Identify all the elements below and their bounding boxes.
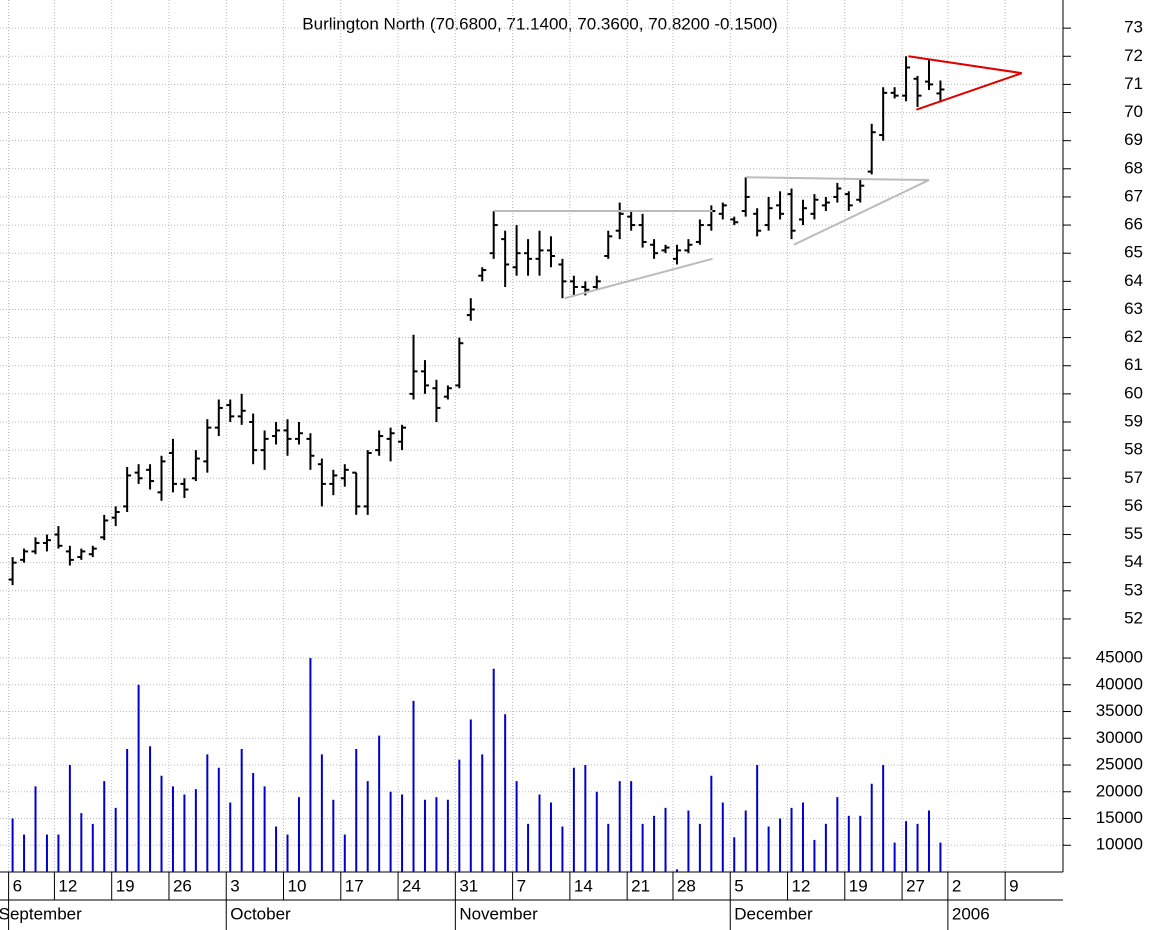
x-tick-label: 3 [230,876,239,895]
month-label: September [0,904,82,923]
y-tick-label: 71 [1124,74,1143,93]
y-tick-label: 55 [1124,524,1143,543]
month-label: December [734,904,813,923]
y-tick-label: 67 [1124,186,1143,205]
y-tick-label: 68 [1124,158,1143,177]
trendline [564,257,713,300]
y-tick-label: 53 [1124,580,1143,599]
x-tick-label: 31 [459,876,478,895]
y-tick-label: 56 [1124,496,1143,515]
y-tick-label: 58 [1124,440,1143,459]
y2-tick-label: 15000 [1096,808,1143,827]
trendline [908,55,1022,75]
x-tick-label: 19 [849,876,868,895]
y-tick-label: 65 [1124,243,1143,262]
y-tick-label: 69 [1124,130,1143,149]
trendline [745,176,929,182]
month-label: November [459,904,538,923]
y-tick-label: 60 [1124,383,1143,402]
y2-tick-label: 25000 [1096,755,1143,774]
y-tick-label: 64 [1124,271,1143,290]
trendline [793,179,930,246]
y2-tick-label: 10000 [1096,835,1143,854]
y-tick-label: 59 [1124,411,1143,430]
x-tick-label: 10 [288,876,307,895]
y-tick-label: 52 [1124,608,1143,627]
x-tick-label: 12 [792,876,811,895]
y-tick-label: 62 [1124,327,1143,346]
x-tick-label: 27 [906,876,925,895]
x-tick-label: 17 [345,876,364,895]
y-tick-label: 57 [1124,468,1143,487]
x-tick-label: 12 [58,876,77,895]
x-tick-label: 21 [631,876,650,895]
chart-title: Burlington North (70.6800, 71.1400, 70.3… [302,14,777,33]
x-tick-label: 7 [517,876,526,895]
y-tick-label: 61 [1124,355,1143,374]
trendline [916,72,1023,111]
x-tick-label: 28 [677,876,696,895]
x-tick-label: 26 [173,876,192,895]
x-tick-label: 9 [1009,876,1018,895]
y-tick-label: 72 [1124,46,1143,65]
x-tick-label: 6 [13,876,22,895]
month-label: October [230,904,291,923]
x-tick-label: 5 [734,876,743,895]
x-tick-label: 24 [402,876,421,895]
y-tick-label: 70 [1124,102,1143,121]
y2-tick-label: 40000 [1096,674,1143,693]
x-tick-label: 14 [574,876,593,895]
y-tick-label: 54 [1124,552,1143,571]
y-tick-label: 63 [1124,299,1143,318]
y2-tick-label: 35000 [1096,701,1143,720]
y-tick-label: 66 [1124,215,1143,234]
y2-tick-label: 20000 [1096,781,1143,800]
y2-tick-label: 45000 [1096,648,1143,667]
y-tick-label: 73 [1124,18,1143,37]
x-tick-label: 2 [952,876,961,895]
x-tick-label: 19 [116,876,135,895]
y2-tick-label: 30000 [1096,728,1143,747]
month-label: 2006 [952,904,990,923]
